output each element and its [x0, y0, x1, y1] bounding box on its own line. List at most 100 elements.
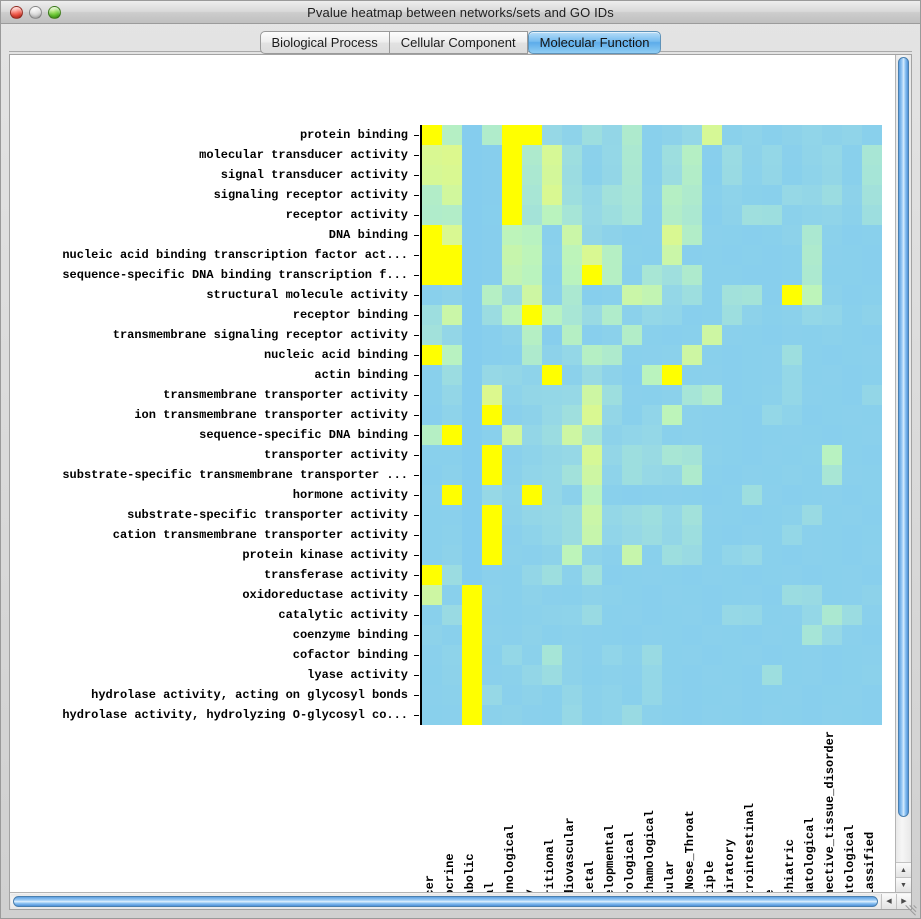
heatmap-cell[interactable]: [462, 165, 482, 185]
heatmap-cell[interactable]: [762, 225, 782, 245]
heatmap-cell[interactable]: [462, 345, 482, 365]
heatmap-cell[interactable]: [622, 205, 642, 225]
heatmap-cell[interactable]: [642, 585, 662, 605]
heatmap-cell[interactable]: [522, 265, 542, 285]
heatmap-cell[interactable]: [782, 225, 802, 245]
heatmap-cell[interactable]: [522, 585, 542, 605]
heatmap-cell[interactable]: [442, 645, 462, 665]
heatmap-cell[interactable]: [462, 405, 482, 425]
heatmap-cell[interactable]: [562, 125, 582, 145]
heatmap-cell[interactable]: [602, 565, 622, 585]
heatmap-cell[interactable]: [502, 345, 522, 365]
heatmap-cell[interactable]: [682, 325, 702, 345]
heatmap-cell[interactable]: [502, 685, 522, 705]
heatmap-cell[interactable]: [602, 145, 622, 165]
heatmap-cell[interactable]: [522, 545, 542, 565]
heatmap-cell[interactable]: [562, 425, 582, 445]
heatmap-cell[interactable]: [702, 145, 722, 165]
heatmap-cell[interactable]: [502, 425, 522, 445]
heatmap-cell[interactable]: [602, 445, 622, 465]
heatmap-cell[interactable]: [542, 345, 562, 365]
heatmap-cell[interactable]: [622, 565, 642, 585]
heatmap-cell[interactable]: [582, 225, 602, 245]
heatmap-cell[interactable]: [802, 205, 822, 225]
heatmap-cell[interactable]: [682, 485, 702, 505]
heatmap-cell[interactable]: [682, 505, 702, 525]
heatmap-cell[interactable]: [862, 425, 882, 445]
heatmap-cell[interactable]: [442, 685, 462, 705]
heatmap-cell[interactable]: [842, 445, 862, 465]
heatmap-cell[interactable]: [602, 185, 622, 205]
heatmap-cell[interactable]: [562, 465, 582, 485]
heatmap-cell[interactable]: [862, 565, 882, 585]
heatmap-cell[interactable]: [722, 405, 742, 425]
heatmap-cell[interactable]: [562, 145, 582, 165]
heatmap-cell[interactable]: [722, 325, 742, 345]
heatmap-cell[interactable]: [702, 185, 722, 205]
heatmap-cell[interactable]: [442, 225, 462, 245]
heatmap-cell[interactable]: [722, 445, 742, 465]
heatmap-cell[interactable]: [782, 325, 802, 345]
heatmap-cell[interactable]: [602, 345, 622, 365]
heatmap-cell[interactable]: [562, 545, 582, 565]
heatmap-cell[interactable]: [682, 385, 702, 405]
heatmap-cell[interactable]: [502, 165, 522, 185]
heatmap-cell[interactable]: [422, 225, 442, 245]
heatmap-cell[interactable]: [502, 405, 522, 425]
heatmap-cell[interactable]: [862, 625, 882, 645]
heatmap-cell[interactable]: [742, 325, 762, 345]
heatmap-cell[interactable]: [842, 365, 862, 385]
heatmap-cell[interactable]: [502, 625, 522, 645]
heatmap-cell[interactable]: [442, 205, 462, 225]
heatmap-cell[interactable]: [442, 285, 462, 305]
heatmap-cell[interactable]: [682, 265, 702, 285]
heatmap-cell[interactable]: [502, 365, 522, 385]
heatmap-cell[interactable]: [562, 325, 582, 345]
heatmap-cell[interactable]: [622, 605, 642, 625]
heatmap-cell[interactable]: [862, 685, 882, 705]
heatmap-cell[interactable]: [862, 705, 882, 725]
heatmap-cell[interactable]: [822, 245, 842, 265]
heatmap-cell[interactable]: [602, 405, 622, 425]
heatmap-cell[interactable]: [802, 605, 822, 625]
heatmap-cell[interactable]: [842, 525, 862, 545]
heatmap-cell[interactable]: [822, 145, 842, 165]
heatmap-cell[interactable]: [602, 125, 622, 145]
heatmap-cell[interactable]: [822, 685, 842, 705]
heatmap-cell[interactable]: [522, 245, 542, 265]
heatmap-cell[interactable]: [742, 605, 762, 625]
heatmap-cell[interactable]: [442, 325, 462, 345]
heatmap-cell[interactable]: [442, 385, 462, 405]
heatmap-cell[interactable]: [762, 705, 782, 725]
heatmap-cell[interactable]: [462, 365, 482, 385]
heatmap-cell[interactable]: [582, 465, 602, 485]
heatmap-cell[interactable]: [702, 585, 722, 605]
heatmap-cell[interactable]: [542, 285, 562, 305]
heatmap-cell[interactable]: [622, 525, 642, 545]
heatmap-cell[interactable]: [862, 405, 882, 425]
heatmap-cell[interactable]: [782, 445, 802, 465]
heatmap-cell[interactable]: [662, 625, 682, 645]
heatmap-cell[interactable]: [422, 645, 442, 665]
heatmap-cell[interactable]: [602, 665, 622, 685]
heatmap-cell[interactable]: [562, 525, 582, 545]
heatmap-cell[interactable]: [422, 625, 442, 645]
heatmap-cell[interactable]: [762, 185, 782, 205]
heatmap-cell[interactable]: [422, 285, 442, 305]
close-button[interactable]: [10, 5, 23, 19]
heatmap-cell[interactable]: [562, 405, 582, 425]
heatmap-cell[interactable]: [462, 125, 482, 145]
heatmap-cell[interactable]: [802, 565, 822, 585]
heatmap-cell[interactable]: [822, 545, 842, 565]
heatmap-cell[interactable]: [742, 245, 762, 265]
heatmap-cell[interactable]: [662, 345, 682, 365]
heatmap-cell[interactable]: [442, 705, 462, 725]
heatmap-cell[interactable]: [862, 225, 882, 245]
heatmap-cell[interactable]: [502, 665, 522, 685]
heatmap-cell[interactable]: [642, 645, 662, 665]
heatmap-cell[interactable]: [642, 405, 662, 425]
heatmap-cell[interactable]: [442, 585, 462, 605]
heatmap-cell[interactable]: [442, 125, 462, 145]
heatmap-cell[interactable]: [662, 205, 682, 225]
heatmap-cell[interactable]: [762, 525, 782, 545]
